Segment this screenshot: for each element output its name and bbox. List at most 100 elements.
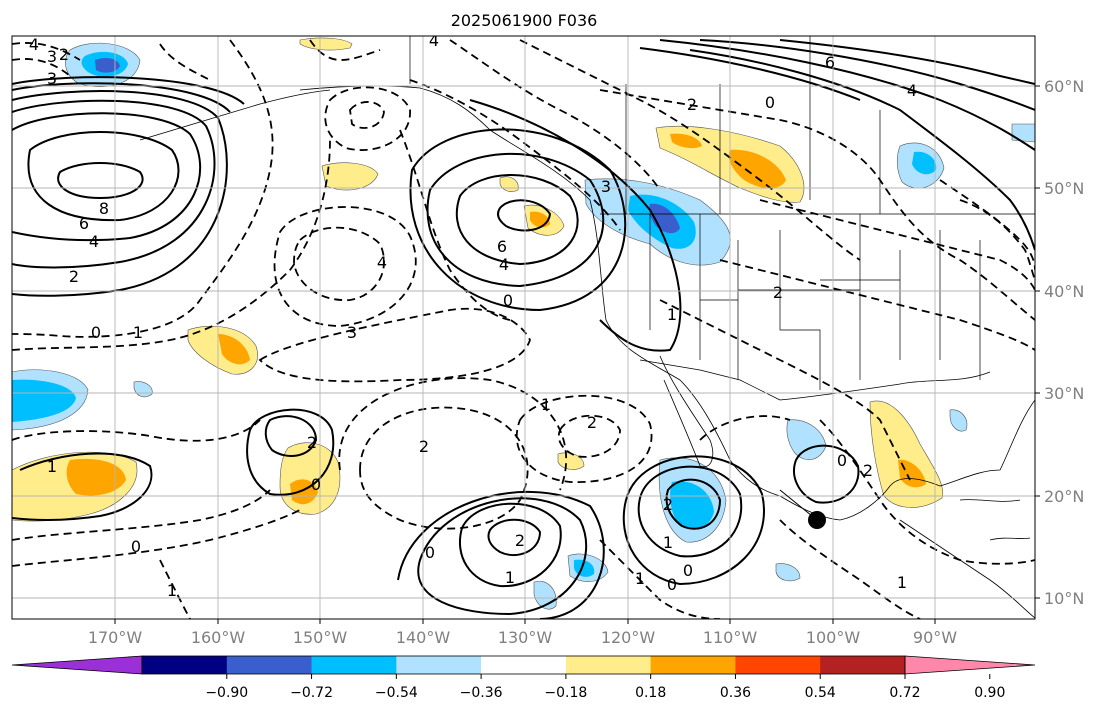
contour-line — [417, 497, 588, 616]
colorbar: −0.90 −0.72 −0.54 −0.36 −0.18 0.18 0.36 0.54 0.7… — [11, 655, 1036, 701]
contour-label: 1 — [667, 305, 677, 324]
colorbar-segment — [735, 656, 821, 674]
contour-label: 4 — [377, 253, 387, 272]
contour-line — [264, 415, 318, 457]
colorbar-tick-label: 0.18 — [635, 685, 666, 701]
negative-anomaly-core — [912, 151, 937, 175]
contour-label: 4 — [29, 35, 39, 54]
longitude-label: 90°W — [913, 628, 957, 647]
contour-line — [699, 415, 791, 441]
positive-anomaly-core — [670, 133, 702, 149]
map-content: 8 6 4 2 0 1 2 3 4 3 4 6 4 0 3 3 6 4 0 2 … — [12, 31, 1035, 619]
longitude-label: 170°W — [88, 628, 143, 647]
contour-line — [639, 39, 1035, 111]
graticule — [12, 36, 1035, 619]
contour-line — [449, 39, 661, 191]
contour-line — [622, 455, 765, 586]
contour-line — [426, 152, 605, 288]
contour-line — [27, 131, 180, 222]
negative-anomaly-region — [775, 563, 801, 582]
contour-label: 2 — [515, 531, 525, 550]
positive-anomaly-region — [321, 162, 379, 191]
positive-anomaly-core — [66, 458, 126, 496]
contour-label: 2 — [663, 495, 673, 514]
contour-line — [246, 408, 335, 496]
negative-anomaly-center — [95, 58, 120, 73]
coastlines — [139, 85, 1035, 619]
negative-anomaly-core — [670, 481, 714, 530]
colorbar-segment — [481, 656, 567, 674]
contour-label: 4 — [907, 81, 917, 100]
contour-line — [258, 307, 531, 383]
contour-line — [12, 419, 261, 442]
contour-line — [12, 42, 81, 77]
contour-label: 2 — [307, 433, 317, 452]
positive-anomaly-region — [299, 37, 353, 51]
contour-label: 0 — [91, 323, 101, 342]
latitude-label: 10°N — [1044, 589, 1084, 608]
colorbar-segment — [142, 656, 228, 674]
latitude-label: 40°N — [1044, 282, 1084, 301]
colorbar-segment — [820, 656, 906, 674]
map-frame — [11, 35, 1036, 620]
contour-line — [12, 509, 301, 567]
gulf-coast — [779, 371, 991, 401]
contour-line — [939, 179, 1035, 271]
contour-label: 0 — [425, 543, 435, 562]
longitude-label: 130°W — [498, 628, 553, 647]
contour-line — [12, 112, 202, 242]
contour-label: 1 — [635, 569, 645, 588]
latitude-label: 50°N — [1044, 179, 1084, 198]
colorbar-tick-label: −0.36 — [460, 685, 503, 701]
latitude-label: 60°N — [1044, 77, 1084, 96]
contour-label: 4 — [429, 31, 439, 50]
contour-label: 1 — [167, 581, 177, 600]
contour-line — [659, 299, 911, 481]
caribbean-islands — [959, 499, 1031, 541]
contour-label: 0 — [683, 561, 693, 580]
contour-label: 1 — [505, 568, 515, 587]
longitude-label: 110°W — [703, 628, 758, 647]
contour-label: 6 — [825, 53, 835, 72]
negative-anomaly-center — [649, 203, 680, 234]
latitude-label: 30°N — [1044, 384, 1084, 403]
storm-center-marker — [779, 489, 826, 529]
contour-line — [324, 86, 411, 151]
alaska-peninsula — [139, 89, 331, 141]
contour-line — [599, 89, 1035, 321]
positive-anomaly-core — [898, 459, 926, 488]
contour-label: 2 — [419, 437, 429, 456]
dashed-contours — [12, 39, 1035, 619]
longitude-axis: 170°W 160°W 150°W 140°W 130°W 120°W 110°… — [88, 619, 957, 647]
contour-label: 0 — [667, 575, 677, 594]
contour-line — [359, 406, 529, 530]
contour-line — [399, 129, 511, 321]
latitude-label: 20°N — [1044, 487, 1084, 506]
contour-line — [959, 199, 1035, 281]
colorbar-segment — [396, 656, 482, 674]
contour-line — [338, 377, 568, 491]
contour-line — [409, 79, 621, 231]
contour-label: 0 — [311, 475, 321, 494]
contour-label: 1 — [541, 395, 551, 414]
contour-line — [557, 414, 621, 458]
contour-label: 6 — [497, 237, 507, 256]
contour-line — [599, 539, 721, 619]
colorbar-outline — [141, 655, 906, 675]
contour-label: 1 — [47, 457, 57, 476]
contour-line — [637, 465, 743, 558]
contour-label: 2 — [587, 413, 597, 432]
colorbar-extension-low — [11, 655, 143, 675]
contour-line — [665, 478, 722, 530]
contour-label: 6 — [79, 214, 89, 233]
contour-line — [659, 39, 1035, 151]
contour-line — [57, 162, 144, 200]
province-borders — [625, 36, 881, 214]
contour-label: 8 — [99, 199, 109, 218]
contour-line — [487, 518, 542, 557]
contour-line — [515, 394, 653, 483]
contour-line — [779, 519, 921, 619]
contour-line — [159, 43, 211, 81]
contour-label: 4 — [89, 232, 99, 251]
